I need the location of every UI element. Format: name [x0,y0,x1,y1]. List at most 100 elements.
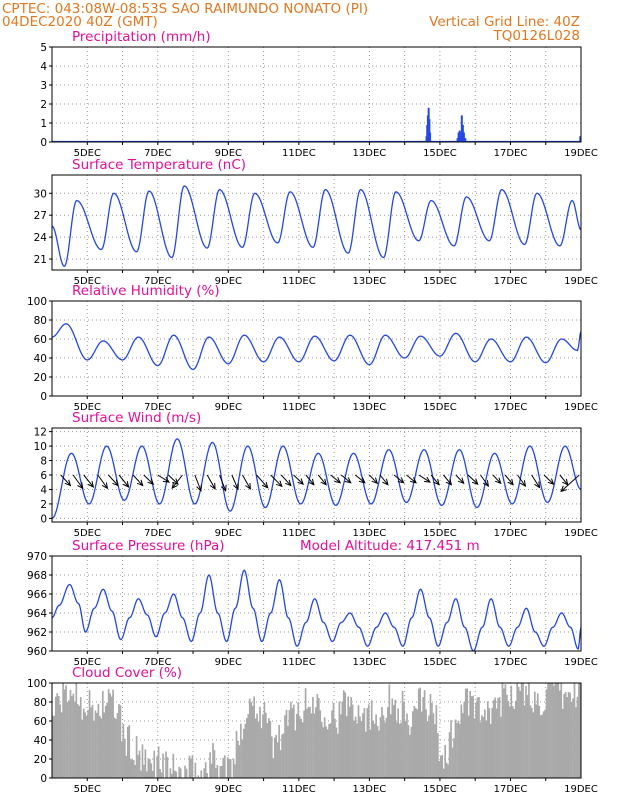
cloud-bar [450,720,452,778]
cloud-bar [419,687,422,778]
cloud-bar [71,696,73,778]
xtick-label: 15DEC [423,402,457,413]
cloud-bar [388,684,391,778]
cloud-bar [354,716,357,778]
cloud-bar [250,702,253,778]
cloud-bar [438,760,441,778]
precip-bar [428,119,431,142]
cloud-bar [157,746,160,778]
wind-vector [418,474,431,483]
ytick-label: 100 [27,296,47,308]
cloud-bar [461,713,464,778]
cloud-bar [266,723,269,778]
panel-temp: Surface Temperature (nC) 21 24 27 30 5DEC 7DEC… [34,157,598,287]
cloud-bar [84,712,86,778]
cloud-bar [115,718,117,778]
panel-title-wind: Surface Wind (m/s) [72,410,201,426]
wind-vector [443,474,452,486]
cloud-bar [243,728,245,778]
cloud-bar [112,689,114,778]
cloud-bar [428,715,430,778]
cloud-bar [323,717,326,778]
cloud-bar [110,696,113,778]
ytick-label: 30 [34,188,47,200]
ytick-label: 40 [34,353,47,365]
cloud-bar [448,732,451,778]
cloud-bar [335,727,338,778]
cloud-bar [65,685,67,778]
cloud-bar [93,720,95,778]
wind-vector [492,474,502,484]
xtick-label: 15DEC [423,657,457,668]
cloud-bar [178,766,181,778]
cloud-bar [467,715,470,778]
cloud-bar [341,701,344,778]
cloud-bar [251,705,254,778]
cloud-bar [479,722,482,778]
cloud-bar [79,697,82,778]
cloud-bar [367,704,370,778]
xtick-label: 13DEC [353,784,387,795]
wind-vector [171,474,183,489]
xtick-label: 19DEC [564,148,598,159]
cloud-bar [241,739,244,778]
panel-precip: Precipitation (mm/h) 0 1 2 3 4 5 5DEC 7DEC 9DEC 11… [40,29,598,159]
wind-arrowhead [482,480,490,488]
cloud-bar [94,710,97,778]
wind-vector [467,474,479,485]
xtick-label: 5DEC [74,657,101,668]
xtick-label: 7DEC [144,784,171,795]
cloud-bar [557,683,560,778]
xtick-label: 13DEC [353,528,387,539]
wind-arrowhead [112,479,119,487]
cloud-bar [406,713,408,778]
cloud-bar [529,705,532,778]
xtick-label: 5DEC [74,528,101,539]
xtick-label: 11DEC [282,148,316,159]
ytick-label: 2 [40,499,47,511]
wind-vector [340,474,352,484]
cloud-bar [81,719,84,778]
wind-arrowhead [519,480,527,488]
wind-vector [219,474,227,491]
precip-bar [579,136,582,142]
cloud-bar [506,694,508,778]
ytick-label: 40 [34,735,47,747]
cloud-bar [156,756,158,778]
wind-vector [560,474,580,492]
cloud-bar [548,683,551,778]
wind-vector [280,474,292,486]
cloud-bar [317,698,320,778]
ytick-label: 4 [40,61,47,73]
cloud-bar [378,730,380,778]
ytick-label: 20 [34,754,47,766]
precip-bar [460,115,463,142]
cloud-bar [191,755,194,778]
cloud-bar [144,749,147,778]
wind-vector [72,474,84,489]
cloud-bar [425,709,427,778]
cloud-bar [567,691,570,778]
cloud-bar [403,701,405,778]
cloud-bar [340,714,342,778]
precip-bar [462,132,465,142]
cloud-bar [204,762,207,778]
cloud-bar [385,717,388,778]
cloud-bar [491,707,494,778]
cloud-bar [401,690,404,778]
cloud-bar [175,771,178,778]
wind-arrowhead [344,477,352,484]
cloud-bar [219,766,222,778]
wind-arrowhead [162,476,170,483]
cloud-bar [309,707,311,778]
cloud-bar [520,683,523,778]
cloud-bar [484,709,486,778]
wind-arrowhead [101,482,109,490]
panel-frame [51,46,582,143]
ytick-label: 80 [34,697,47,709]
cloud-bar [116,713,119,778]
wind-vector [559,474,569,486]
ytick-label: 960 [27,646,47,658]
ytick-label: 20 [34,372,47,384]
cloud-bar [87,710,89,778]
